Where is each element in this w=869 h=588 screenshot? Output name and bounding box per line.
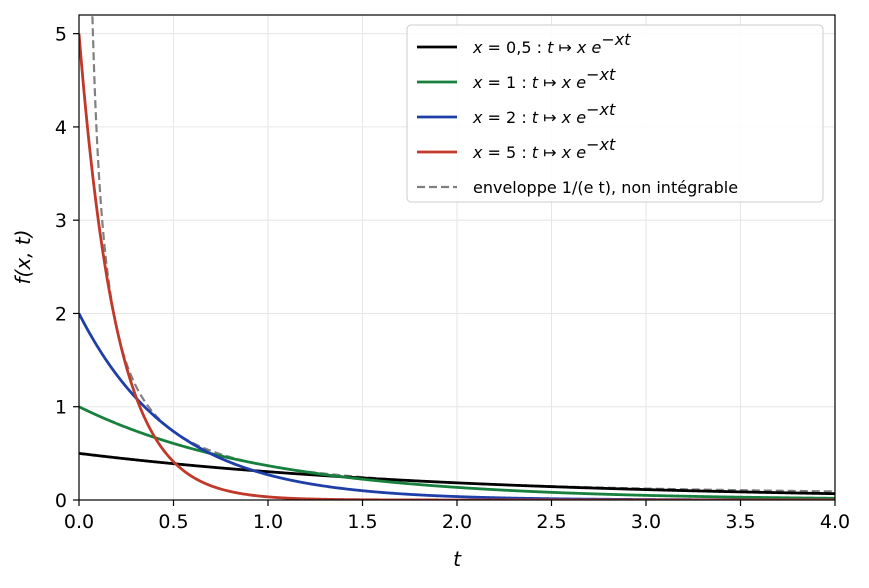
x-tick-label: 1.0 bbox=[253, 511, 283, 533]
legend-box bbox=[406, 24, 824, 203]
x-axis-label: t bbox=[453, 547, 462, 571]
legend-label-part: e bbox=[586, 38, 601, 57]
legend-label: enveloppe 1/(e t), non intégrable bbox=[473, 178, 738, 197]
y-tick-label: 1 bbox=[55, 397, 67, 419]
legend-label-part: e bbox=[571, 143, 586, 162]
legend-label: x = 2 : t ↦ x e−xt bbox=[472, 100, 616, 127]
legend-label-part: x bbox=[472, 108, 483, 127]
x-tick-label: 0.0 bbox=[64, 511, 94, 533]
legend-label-part: x bbox=[561, 108, 572, 127]
legend-label-part: ↦ bbox=[538, 143, 562, 162]
legend-label-part: ↦ bbox=[538, 108, 562, 127]
legend-label-part: e bbox=[571, 108, 586, 127]
envelope-curve bbox=[91, 15, 835, 493]
y-axis: 0 1 2 3 4 5 bbox=[55, 24, 79, 512]
legend-label-part: t bbox=[532, 143, 539, 162]
x-tick-label: 0.5 bbox=[158, 511, 188, 533]
legend-label-part: ↦ bbox=[538, 73, 562, 92]
legend-label-part: x bbox=[472, 38, 483, 57]
legend-label-part: ↦ bbox=[553, 38, 577, 57]
y-tick-label: 3 bbox=[55, 210, 67, 232]
y-tick-label: 5 bbox=[55, 24, 67, 46]
legend-label-part: = 5 : bbox=[482, 143, 531, 162]
x-tick-label: 3.0 bbox=[631, 511, 661, 533]
legend-label-part: = 1 : bbox=[482, 73, 531, 92]
legend-label-part: t bbox=[532, 108, 539, 127]
legend-label-exponent: −xt bbox=[586, 100, 616, 119]
x-axis: 0.0 0.5 1.0 1.5 2.0 2.5 3.0 3.5 4.0 bbox=[64, 500, 850, 533]
legend-label-part: t bbox=[532, 73, 539, 92]
legend-label-exponent: −xt bbox=[586, 65, 616, 84]
legend-label-exponent: −xt bbox=[601, 30, 631, 49]
legend-label: x = 0,5 : t ↦ x e−xt bbox=[472, 30, 631, 57]
legend-label-exponent: −xt bbox=[586, 135, 616, 154]
y-tick-label: 4 bbox=[55, 117, 67, 139]
legend-label-part: x bbox=[561, 73, 572, 92]
legend-label-part: x bbox=[561, 143, 572, 162]
legend-label: x = 1 : t ↦ x e−xt bbox=[472, 65, 616, 92]
legend-label-part: x bbox=[472, 73, 483, 92]
legend-label-part: x bbox=[576, 38, 587, 57]
legend-label-part: = 0,5 : bbox=[482, 38, 547, 57]
x-tick-label: 2.0 bbox=[442, 511, 472, 533]
series-curve-x-0-5 bbox=[79, 451, 835, 496]
legend-label: x = 5 : t ↦ x e−xt bbox=[472, 135, 616, 162]
legend-label-part: x bbox=[472, 143, 483, 162]
x-tick-label: 4.0 bbox=[820, 511, 850, 533]
y-tick-label: 0 bbox=[55, 490, 67, 512]
x-tick-label: 2.5 bbox=[536, 511, 566, 533]
legend-label-part: = 2 : bbox=[482, 108, 531, 127]
legend-label-part: e bbox=[571, 73, 586, 92]
legend: x = 0,5 : t ↦ x e−xtx = 1 : t ↦ x e−xtx … bbox=[406, 24, 824, 203]
legend-label-part: t bbox=[547, 38, 554, 57]
y-tick-label: 2 bbox=[55, 303, 67, 325]
x-tick-label: 3.5 bbox=[725, 511, 755, 533]
y-axis-label: f(x, t) bbox=[11, 229, 35, 284]
x-tick-label: 1.5 bbox=[347, 511, 377, 533]
